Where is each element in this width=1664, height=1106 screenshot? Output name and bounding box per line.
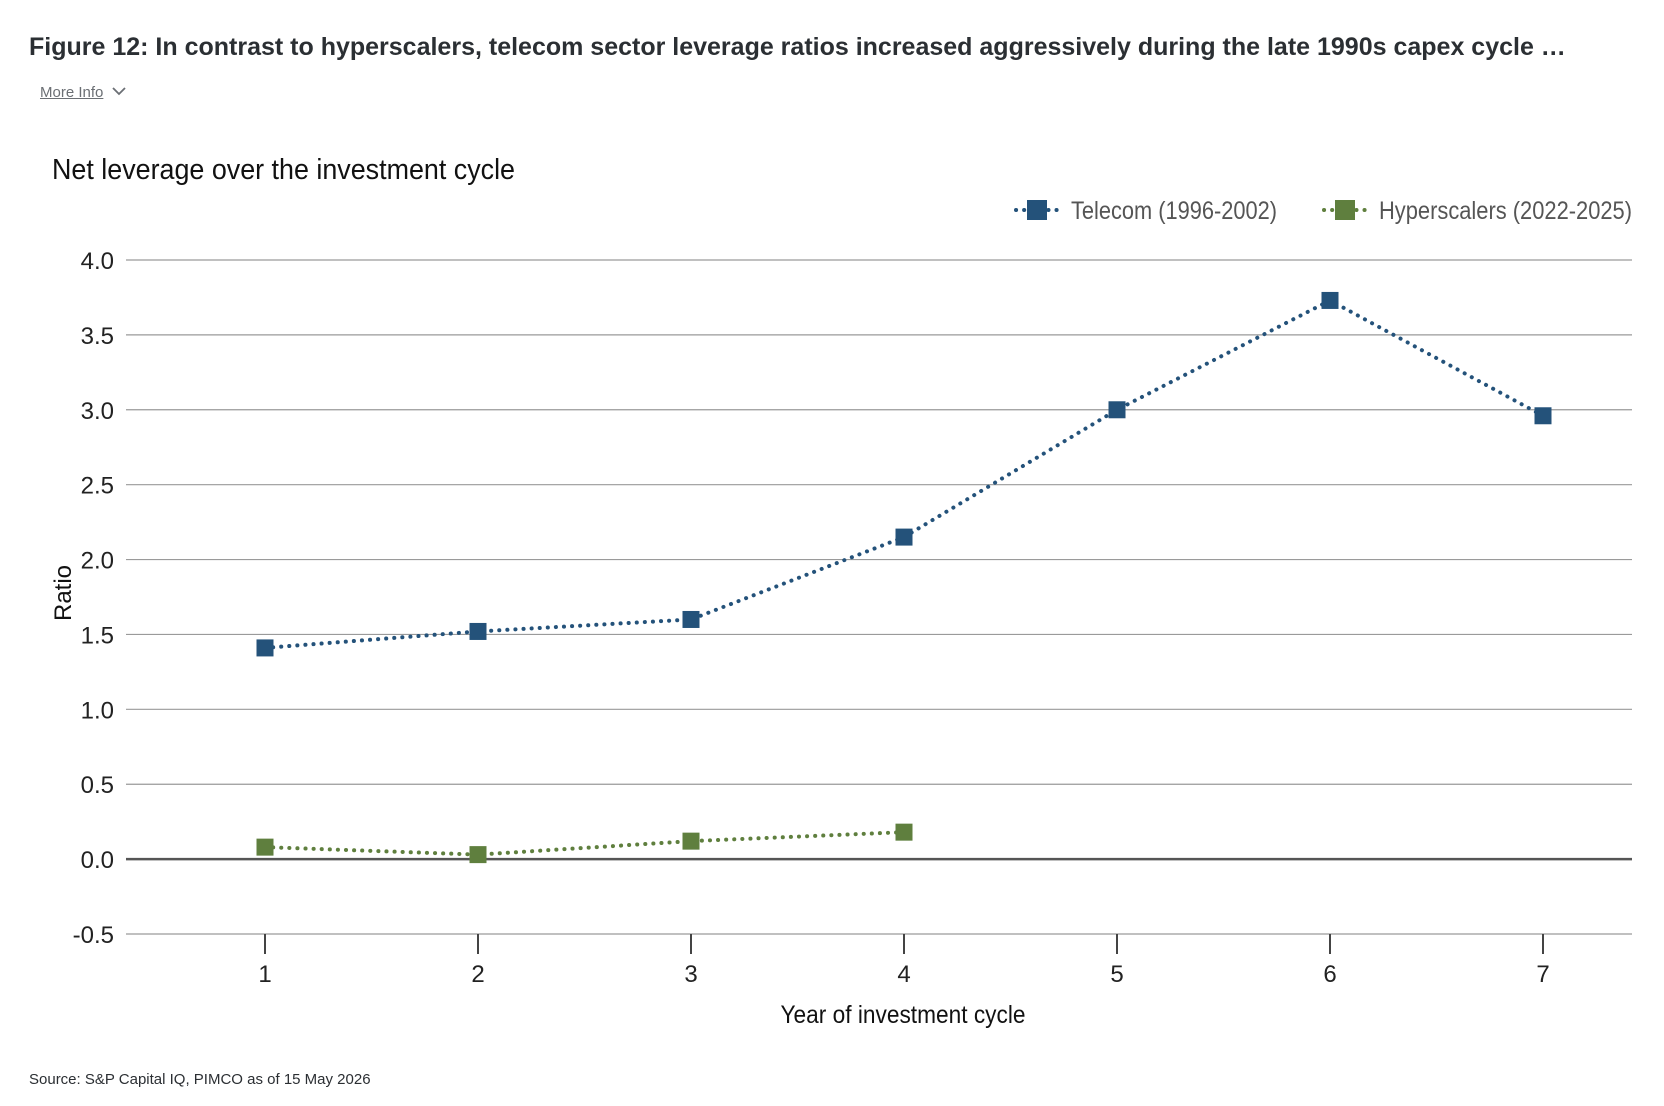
series-hyperscalers (256, 823, 913, 864)
series-line (263, 298, 1545, 650)
y-axis-ticks: -0.5 0.0 0.5 1.0 1.5 2.0 2.5 3.0 3.5 4.0 (73, 248, 114, 949)
y-tick-label: 1.0 (81, 697, 114, 724)
x-axis: 1 2 3 4 5 6 7 (258, 934, 1550, 988)
y-tick-label: -0.5 (73, 922, 114, 949)
data-point (895, 528, 913, 546)
data-point (682, 832, 700, 850)
more-info-toggle[interactable]: More Info (40, 83, 127, 101)
y-tick-label: 0.5 (81, 772, 114, 799)
y-tick-label: 2.0 (81, 548, 114, 575)
x-tick-label: 5 (1110, 961, 1123, 988)
series-layer (256, 291, 1552, 864)
more-info-label: More Info (40, 84, 104, 101)
x-tick-label: 2 (471, 961, 484, 988)
data-point (469, 846, 487, 864)
chevron-down-icon (112, 83, 127, 100)
y-tick-label: 1.5 (81, 622, 114, 649)
x-tick-label: 7 (1536, 961, 1549, 988)
series-line (263, 830, 906, 857)
x-tick-label: 1 (258, 961, 271, 988)
x-tick-label: 3 (684, 961, 697, 988)
legend-marker (1335, 200, 1355, 220)
data-point (1534, 407, 1552, 425)
legend-item: Telecom (1996-2002) (1014, 197, 1277, 225)
legend-item: Hyperscalers (2022-2025) (1322, 197, 1632, 225)
data-point (256, 639, 274, 657)
data-point (256, 838, 274, 856)
legend-label: Telecom (1996-2002) (1071, 197, 1277, 225)
legend: Telecom (1996-2002) Hyperscalers (2022-20… (1014, 197, 1632, 225)
y-tick-label: 4.0 (81, 248, 114, 275)
y-axis-label: Ratio (50, 565, 77, 621)
data-point (1108, 401, 1126, 419)
x-tick-label: 4 (897, 961, 910, 988)
data-point (895, 823, 913, 841)
chart-title: Net leverage over the investment cycle (52, 154, 515, 186)
legend-marker (1027, 200, 1047, 220)
y-tick-label: 2.5 (81, 473, 114, 500)
gridlines (126, 259, 1632, 935)
y-tick-label: 3.0 (81, 398, 114, 425)
x-axis-label: Year of investment cycle (781, 1001, 1026, 1029)
figure-title: Figure 12: In contrast to hyperscalers, … (29, 33, 1566, 61)
y-tick-label: 0.0 (81, 847, 114, 874)
y-tick-label: 3.5 (81, 323, 114, 350)
source-note: Source: S&P Capital IQ, PIMCO as of 15 M… (29, 1071, 371, 1088)
x-tick-label: 6 (1323, 961, 1336, 988)
data-point (469, 622, 487, 640)
data-point (1321, 291, 1339, 309)
series-telecom (256, 291, 1552, 657)
data-point (682, 610, 700, 628)
legend-label: Hyperscalers (2022-2025) (1379, 197, 1632, 225)
